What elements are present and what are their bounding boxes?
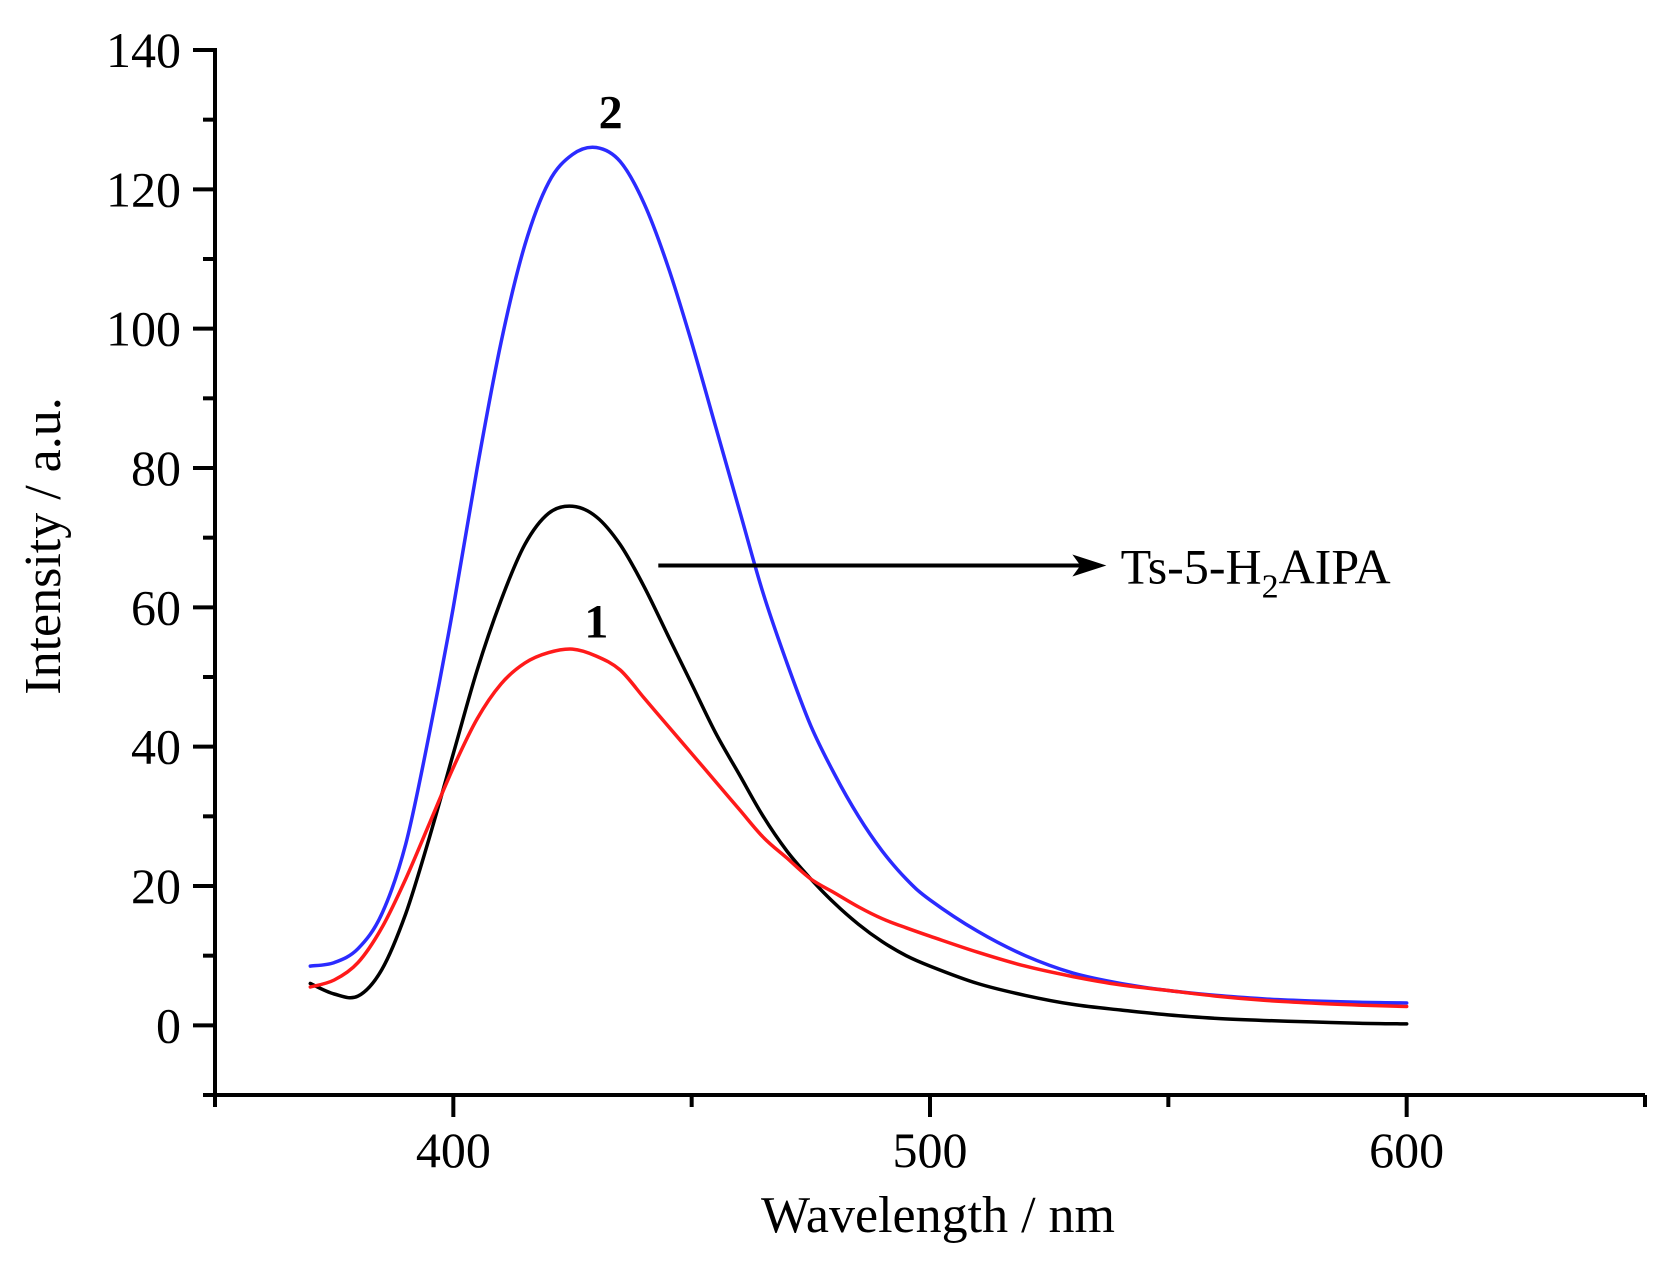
y-tick-label: 20 (131, 858, 181, 914)
y-tick-label: 60 (131, 579, 181, 635)
x-tick-label: 500 (893, 1122, 968, 1178)
y-tick-label: 140 (106, 22, 181, 78)
series-line-1 (308, 145, 1409, 1005)
y-tick-label: 100 (106, 301, 181, 357)
y-axis-label: Intensity / a.u. (15, 397, 72, 695)
series-group (308, 145, 1409, 1026)
arrow-head (1072, 554, 1107, 577)
y-tick-label: 80 (131, 440, 181, 496)
annotation-label-2: 2 (599, 87, 623, 140)
y-tick-label: 120 (106, 161, 181, 217)
y-tick-label: 40 (131, 719, 181, 775)
annotation-ts-5-h2aipa: Ts-5-H2AIPA (1121, 539, 1391, 606)
annotations: 2 1 Ts-5-H2AIPA (584, 87, 1390, 649)
annotation-label-1: 1 (584, 595, 608, 648)
x-tick-label: 600 (1369, 1122, 1444, 1178)
y-tick-label: 0 (156, 997, 181, 1053)
ticks: 400 500 600 0 20 40 60 80 100 120 140 (106, 22, 1647, 1178)
x-axis-label: Wavelength / nm (761, 1187, 1115, 1244)
series-line-3 (308, 647, 1409, 1009)
series-line-2 (308, 504, 1409, 1026)
x-tick-label: 400 (416, 1122, 491, 1178)
